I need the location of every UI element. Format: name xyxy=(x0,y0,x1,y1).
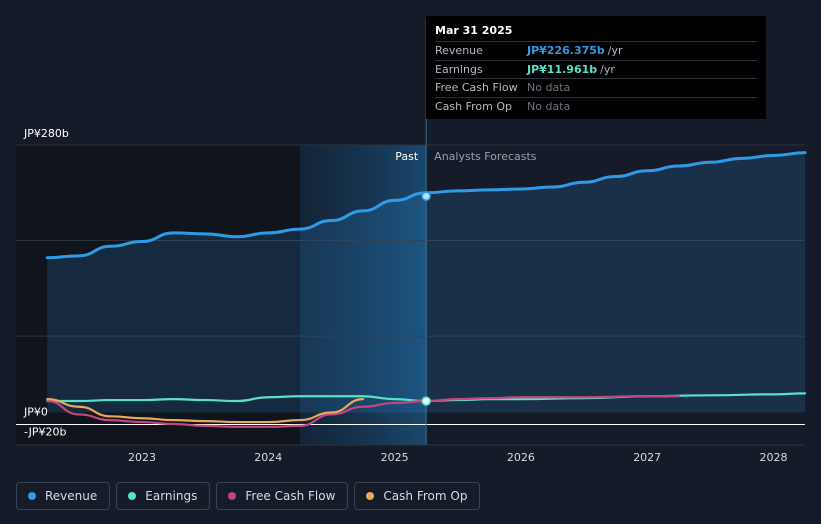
tooltip-date: Mar 31 2025 xyxy=(435,24,513,37)
x-tick-label: 2027 xyxy=(633,451,661,464)
tooltip-value: JP¥226.375b xyxy=(527,44,605,58)
earnings-marker xyxy=(421,396,431,406)
y-tick-label: -JP¥20b xyxy=(24,426,66,439)
tooltip-row-free-cash-flow: Free Cash Flow No data xyxy=(435,78,757,97)
x-tick-label: 2028 xyxy=(760,451,788,464)
legend-label: Earnings xyxy=(145,489,198,503)
legend-label: Revenue xyxy=(45,489,98,503)
x-tick-label: 2023 xyxy=(128,451,156,464)
legend-item-cash-from-op[interactable]: Cash From Op xyxy=(354,482,481,510)
y-tick-label: JP¥0 xyxy=(23,406,48,419)
forecast-label: Analysts Forecasts xyxy=(434,150,537,163)
legend-label: Cash From Op xyxy=(383,489,468,503)
revenue-area xyxy=(47,152,806,413)
revenue-dot-icon xyxy=(28,492,36,500)
legend-item-free-cash-flow[interactable]: Free Cash Flow xyxy=(216,482,349,510)
past-region-background xyxy=(16,145,427,445)
tooltip-label: Free Cash Flow xyxy=(435,81,518,95)
chart-legend: Revenue Earnings Free Cash Flow Cash Fro… xyxy=(16,482,481,510)
revenue-marker xyxy=(421,191,431,201)
legend-label: Free Cash Flow xyxy=(245,489,336,503)
tooltip-row-cash-from-op: Cash From Op No data xyxy=(435,96,757,116)
free-cash-flow-dot-icon xyxy=(228,492,237,500)
cash-from-op-line xyxy=(46,398,365,424)
cash-from-op-dot-icon xyxy=(366,492,375,500)
past-label: Past xyxy=(395,150,419,163)
tooltip-label: Cash From Op xyxy=(435,99,513,113)
x-tick-label: 2026 xyxy=(507,451,535,464)
tooltip-value: No data xyxy=(527,81,571,95)
legend-item-earnings[interactable]: Earnings xyxy=(116,482,211,510)
tooltip-label: Earnings xyxy=(435,62,483,76)
tooltip-value: No data xyxy=(527,99,571,113)
tooltip-row-revenue: Revenue JP¥226.375b /yr xyxy=(435,41,757,60)
tooltip-markers-layer xyxy=(421,191,431,406)
tooltip-label: Revenue xyxy=(435,44,483,58)
legend-item-revenue[interactable]: Revenue xyxy=(16,482,111,510)
highlight-region xyxy=(299,145,427,445)
data-tooltip: Mar 31 2025 Revenue JP¥226.375b /yr Earn… xyxy=(426,16,766,119)
revenue-area-layer xyxy=(47,152,806,413)
x-tick-label: 2024 xyxy=(254,451,282,464)
earnings-dot-icon xyxy=(128,492,137,500)
tooltip-value: JP¥11.961b xyxy=(527,62,598,76)
tooltip-unit: /yr xyxy=(607,44,623,58)
free-cash-flow-line xyxy=(46,395,680,428)
tooltip-row-earnings: Earnings JP¥11.961b /yr xyxy=(435,59,757,79)
axis-labels-layer: JP¥280b JP¥0 -JP¥20b 2023 2024 2025 2026 2027 20… xyxy=(23,127,788,464)
y-tick-label: JP¥280b xyxy=(23,127,69,140)
x-tick-label: 2025 xyxy=(381,451,409,464)
tooltip-unit: /yr xyxy=(600,62,615,76)
